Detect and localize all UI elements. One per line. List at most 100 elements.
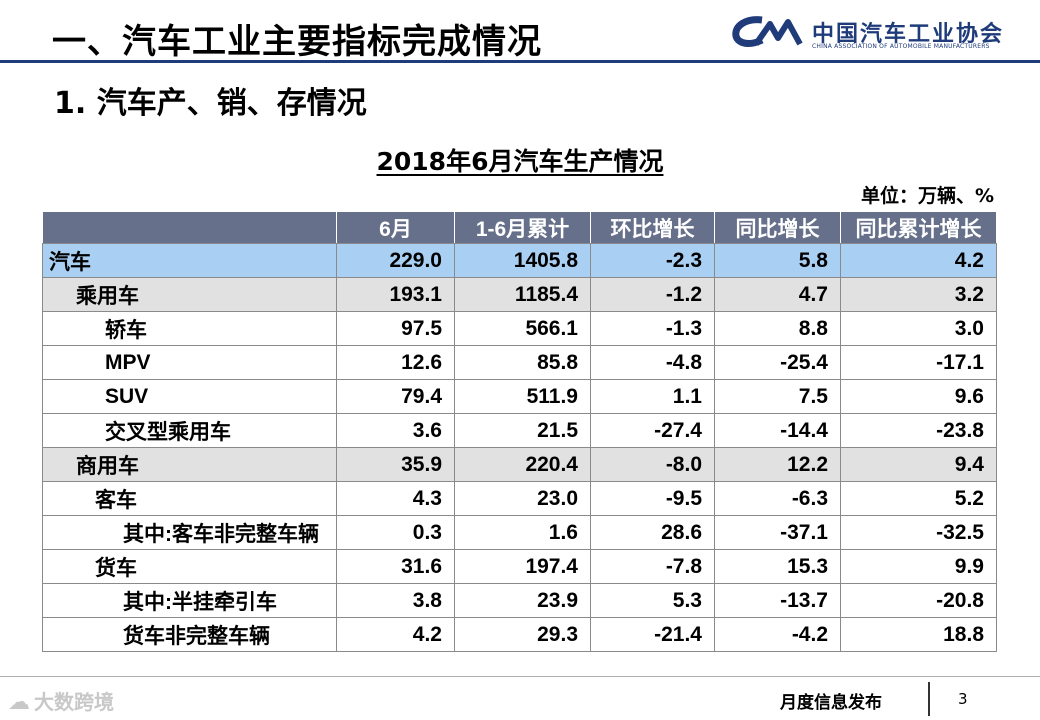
table-body: 汽车 229.0 1405.8 -2.3 5.8 4.2 乘用车 193.1 1185.4 -1.… bbox=[42, 243, 997, 652]
table-cell: 97.5 bbox=[336, 311, 455, 346]
table-cell: 4.2 bbox=[336, 617, 455, 652]
table-cell: -23.8 bbox=[840, 413, 997, 448]
table-cell: -2.3 bbox=[590, 243, 715, 278]
row-label: 其中:半挂牵引车 bbox=[42, 583, 337, 618]
logo-text-cn: 中国汽车工业协会 bbox=[812, 22, 1005, 47]
table-header-row: 6月 1-6月累计 环比增长 同比增长 同比累计增长 bbox=[42, 211, 997, 244]
column-header: 环比增长 bbox=[590, 211, 715, 244]
table-cell: -21.4 bbox=[590, 617, 715, 652]
table-cell: 15.3 bbox=[714, 549, 841, 584]
table-cell: 3.2 bbox=[840, 277, 997, 312]
table-cell: 1.6 bbox=[454, 515, 591, 550]
table-cell: 1185.4 bbox=[454, 277, 591, 312]
table-cell: 5.8 bbox=[714, 243, 841, 278]
table-cell: 511.9 bbox=[454, 379, 591, 414]
table-cell: -25.4 bbox=[714, 345, 841, 380]
row-label: 货车非完整车辆 bbox=[42, 617, 337, 652]
table-cell: 5.2 bbox=[840, 481, 997, 516]
column-header: 同比累计增长 bbox=[840, 211, 997, 244]
table-cell: 21.5 bbox=[454, 413, 591, 448]
table-cell: -8.0 bbox=[590, 447, 715, 482]
watermark: ☁ 大数跨境 bbox=[8, 686, 114, 715]
table-cell: 5.3 bbox=[590, 583, 715, 618]
table-cell: -14.4 bbox=[714, 413, 841, 448]
row-label: 交叉型乘用车 bbox=[42, 413, 337, 448]
table-cell: 1405.8 bbox=[454, 243, 591, 278]
table-row: 汽车 229.0 1405.8 -2.3 5.8 4.2 bbox=[42, 243, 997, 278]
table-row: 轿车 97.5 566.1 -1.3 8.8 3.0 bbox=[42, 311, 997, 346]
table-row: SUV 79.4 511.9 1.1 7.5 9.6 bbox=[42, 379, 997, 414]
row-label: 乘用车 bbox=[42, 277, 337, 312]
footer-divider bbox=[928, 682, 930, 716]
table-cell: 23.9 bbox=[454, 583, 591, 618]
subsection-title: 1. 汽车产、销、存情况 bbox=[54, 86, 367, 121]
table-cell: 0.3 bbox=[336, 515, 455, 550]
table-cell: 31.6 bbox=[336, 549, 455, 584]
table-row: 客车 4.3 23.0 -9.5 -6.3 5.2 bbox=[42, 481, 997, 516]
table-cell: -1.3 bbox=[590, 311, 715, 346]
table-row: 商用车 35.9 220.4 -8.0 12.2 9.4 bbox=[42, 447, 997, 482]
table-cell: 79.4 bbox=[336, 379, 455, 414]
table-row: 乘用车 193.1 1185.4 -1.2 4.7 3.2 bbox=[42, 277, 997, 312]
column-header-blank bbox=[42, 211, 337, 244]
table-row: 货车非完整车辆 4.2 29.3 -21.4 -4.2 18.8 bbox=[42, 617, 997, 652]
row-label: MPV bbox=[42, 345, 337, 380]
table-cell: 3.6 bbox=[336, 413, 455, 448]
table-cell: -17.1 bbox=[840, 345, 997, 380]
row-label: 其中:客车非完整车辆 bbox=[42, 515, 337, 550]
table-row: 其中:半挂牵引车 3.8 23.9 5.3 -13.7 -20.8 bbox=[42, 583, 997, 618]
table-cell: -32.5 bbox=[840, 515, 997, 550]
table-cell: 23.0 bbox=[454, 481, 591, 516]
caam-logo: 中国汽车工业协会 CHINA ASSOCIATION OF AUTOMOBILE… bbox=[732, 14, 1032, 56]
table-cell: 566.1 bbox=[454, 311, 591, 346]
table-cell: 9.9 bbox=[840, 549, 997, 584]
table-cell: -4.8 bbox=[590, 345, 715, 380]
cloud-icon: ☁ bbox=[8, 690, 30, 715]
table-row: 货车 31.6 197.4 -7.8 15.3 9.9 bbox=[42, 549, 997, 584]
table-cell: 8.8 bbox=[714, 311, 841, 346]
table-cell: 229.0 bbox=[336, 243, 455, 278]
table-cell: -27.4 bbox=[590, 413, 715, 448]
table-cell: 29.3 bbox=[454, 617, 591, 652]
logo-text-en: CHINA ASSOCIATION OF AUTOMOBILE MANUFACT… bbox=[812, 43, 990, 50]
table-cell: -13.7 bbox=[714, 583, 841, 618]
table-cell: 4.3 bbox=[336, 481, 455, 516]
table-cell: 4.7 bbox=[714, 277, 841, 312]
row-label: 货车 bbox=[42, 549, 337, 584]
table-cell: 9.6 bbox=[840, 379, 997, 414]
page-number: 3 bbox=[958, 690, 968, 708]
table-cell: 4.2 bbox=[840, 243, 997, 278]
table-cell: -20.8 bbox=[840, 583, 997, 618]
table-cell: 1.1 bbox=[590, 379, 715, 414]
table-cell: 18.8 bbox=[840, 617, 997, 652]
row-label: SUV bbox=[42, 379, 337, 414]
row-label: 商用车 bbox=[42, 447, 337, 482]
table-cell: 197.4 bbox=[454, 549, 591, 584]
production-table: 6月 1-6月累计 环比增长 同比增长 同比累计增长 汽车 229.0 1405.8 -2.3… bbox=[42, 211, 997, 652]
table-cell: 3.8 bbox=[336, 583, 455, 618]
table-cell: -6.3 bbox=[714, 481, 841, 516]
table-cell: -1.2 bbox=[590, 277, 715, 312]
table-row: 交叉型乘用车 3.6 21.5 -27.4 -14.4 -23.8 bbox=[42, 413, 997, 448]
watermark-text: 大数跨境 bbox=[34, 690, 114, 714]
table-row: 其中:客车非完整车辆 0.3 1.6 28.6 -37.1 -32.5 bbox=[42, 515, 997, 550]
row-label: 客车 bbox=[42, 481, 337, 516]
table-cell: -9.5 bbox=[590, 481, 715, 516]
table-cell: 35.9 bbox=[336, 447, 455, 482]
table-cell: -7.8 bbox=[590, 549, 715, 584]
table-cell: 193.1 bbox=[336, 277, 455, 312]
table-cell: 28.6 bbox=[590, 515, 715, 550]
table-cell: 3.0 bbox=[840, 311, 997, 346]
table-cell: 220.4 bbox=[454, 447, 591, 482]
table-row: MPV 12.6 85.8 -4.8 -25.4 -17.1 bbox=[42, 345, 997, 380]
table-cell: 7.5 bbox=[714, 379, 841, 414]
column-header: 1-6月累计 bbox=[454, 211, 591, 244]
table-cell: 12.6 bbox=[336, 345, 455, 380]
footer-rule bbox=[0, 676, 1040, 677]
row-label: 轿车 bbox=[42, 311, 337, 346]
table-cell: 85.8 bbox=[454, 345, 591, 380]
column-header: 同比增长 bbox=[714, 211, 841, 244]
table-cell: 12.2 bbox=[714, 447, 841, 482]
column-header: 6月 bbox=[336, 211, 455, 244]
section-title: 一、汽车工业主要指标完成情况 bbox=[52, 22, 542, 62]
